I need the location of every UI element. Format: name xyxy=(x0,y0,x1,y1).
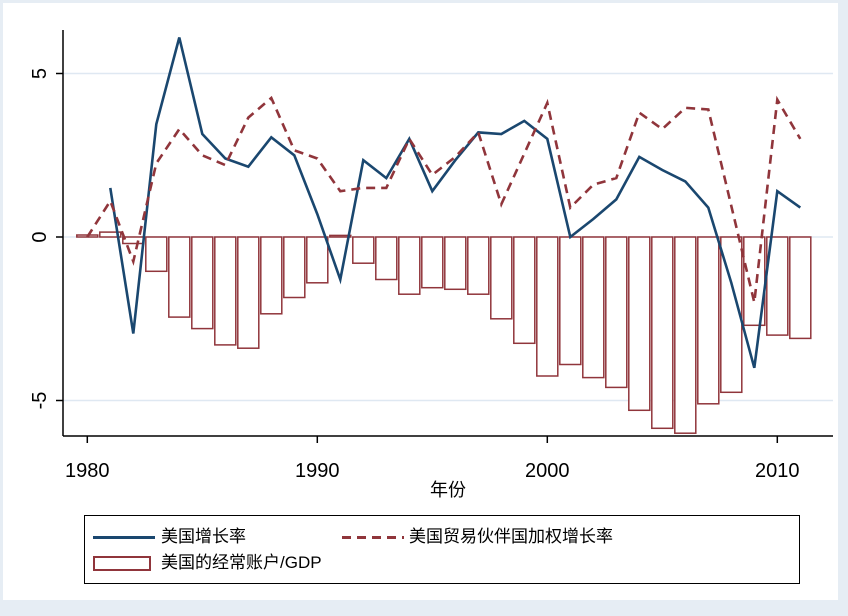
ca-gdp-bar-1993 xyxy=(375,236,398,281)
ca-gdp-bar-1997 xyxy=(467,236,490,295)
x-tick-label-1990: 1990 xyxy=(295,460,340,482)
x-tick-label-1980: 1980 xyxy=(65,460,110,482)
ca-gdp-bar-1988 xyxy=(260,236,283,315)
ca-gdp-bar-2002 xyxy=(582,236,605,379)
y-tick-label-0: 0 xyxy=(29,231,51,242)
ca-gdp-bar-2007 xyxy=(697,236,720,405)
legend: 美国增长率 美国贸易伙伴国加权增长率 美国的经常账户/GDP xyxy=(84,515,800,584)
us-growth-line xyxy=(109,37,802,369)
ca-gdp-bar-2004 xyxy=(628,236,651,412)
legend-label-current-account: 美国的经常账户/GDP xyxy=(161,553,322,572)
ca-gdp-bar-1998 xyxy=(490,236,513,320)
ca-gdp-bar-1990 xyxy=(306,236,329,284)
ca-gdp-bar-1986 xyxy=(214,236,237,346)
ca-gdp-bar-1984 xyxy=(168,236,191,318)
ca-gdp-bar-2006 xyxy=(674,236,697,434)
ca-gdp-bar-2011 xyxy=(789,236,812,340)
ca-gdp-bar-1999 xyxy=(513,236,536,345)
x-tick-label-2000: 2000 xyxy=(525,460,570,482)
ca-gdp-bar-1989 xyxy=(283,236,306,299)
ca-gdp-bar-2003 xyxy=(605,236,628,389)
ca-gdp-bar-2005 xyxy=(651,236,674,430)
ca-gdp-bar-1981 xyxy=(99,231,122,238)
ca-gdp-bar-1985 xyxy=(191,236,214,330)
ca-gdp-bar-1987 xyxy=(237,236,260,349)
legend-label-partner-growth: 美国贸易伙伴国加权增长率 xyxy=(409,527,613,546)
ca-gdp-bar-1992 xyxy=(352,236,375,264)
legend-dashed-line-swatch xyxy=(342,536,404,539)
ca-gdp-bar-2000 xyxy=(536,236,559,377)
ca-gdp-bar-2010 xyxy=(766,236,789,336)
ca-gdp-bar-1995 xyxy=(421,236,444,289)
ca-gdp-bar-1996 xyxy=(444,236,467,291)
legend-label-us-growth: 美国增长率 xyxy=(161,527,246,546)
legend-solid-line-swatch xyxy=(93,536,155,539)
ca-gdp-bar-1982 xyxy=(122,236,145,245)
ca-gdp-bar-2008 xyxy=(720,236,743,394)
ca-gdp-bar-1994 xyxy=(398,236,421,295)
x-tick-label-2010: 2010 xyxy=(755,460,800,482)
y-tick-label--5: -5 xyxy=(29,392,51,410)
x-axis-title: 年份 xyxy=(430,480,466,500)
ca-gdp-bar-2001 xyxy=(559,236,582,366)
ca-gdp-bar-1991 xyxy=(329,234,352,238)
ca-gdp-bar-1983 xyxy=(145,236,168,273)
y-tick-label-5: 5 xyxy=(29,68,51,79)
legend-hollow-bar-swatch xyxy=(93,556,151,571)
partner-growth-line xyxy=(86,95,802,303)
